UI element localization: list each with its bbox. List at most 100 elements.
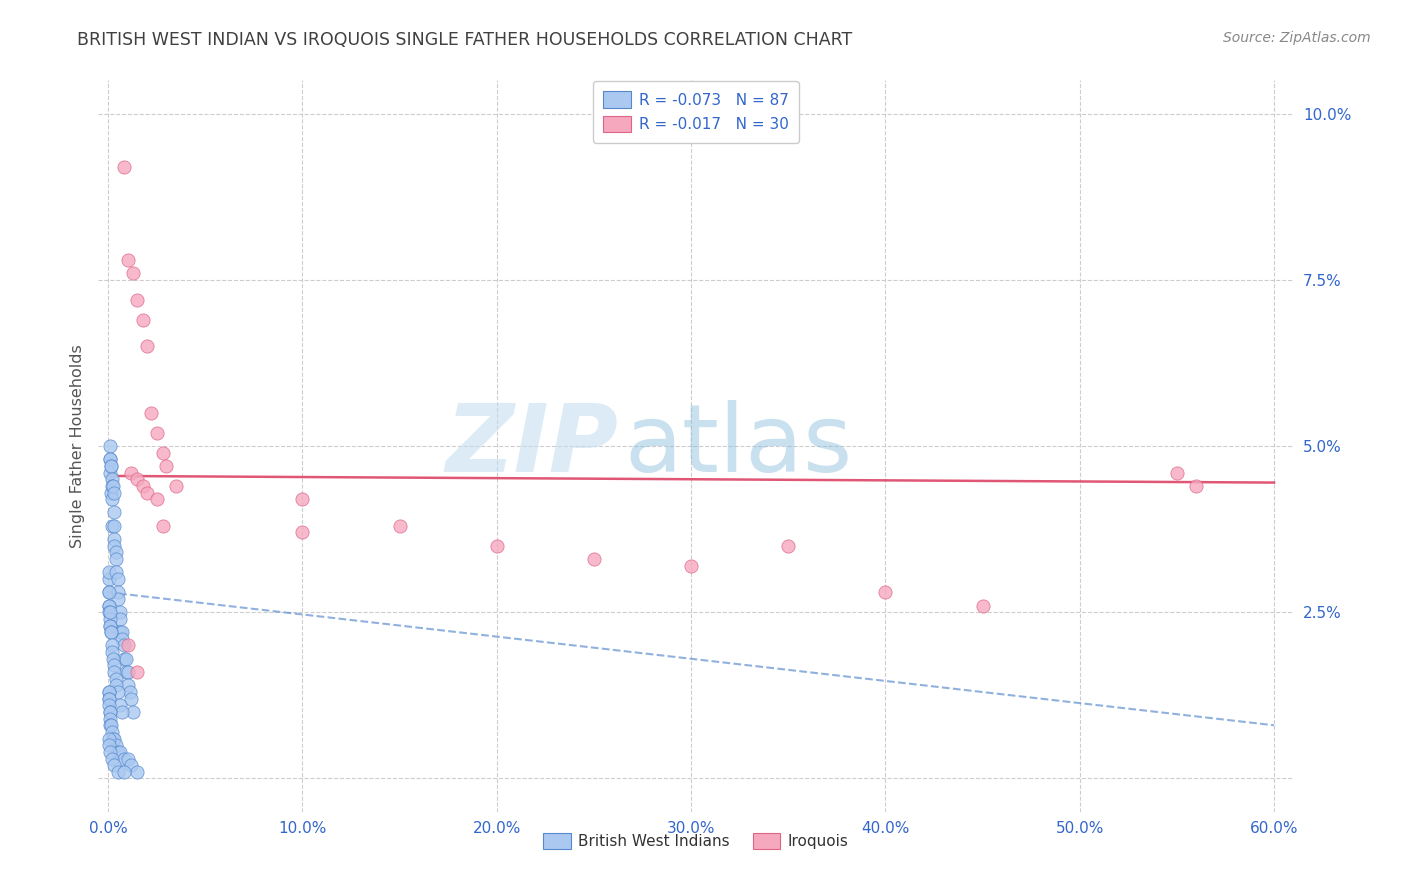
Point bbox=[101, 472, 124, 486]
Point bbox=[101, 479, 124, 493]
Point bbox=[98, 618, 121, 632]
Point bbox=[388, 518, 411, 533]
Point bbox=[114, 665, 136, 679]
Point bbox=[117, 252, 139, 267]
Point bbox=[127, 293, 149, 307]
Text: Source: ZipAtlas.com: Source: ZipAtlas.com bbox=[1223, 31, 1371, 45]
Point bbox=[1185, 479, 1208, 493]
Point bbox=[112, 652, 135, 666]
Point bbox=[108, 745, 131, 759]
Point bbox=[104, 678, 127, 692]
Point bbox=[98, 712, 121, 726]
Point bbox=[122, 266, 145, 280]
Point bbox=[145, 492, 167, 507]
Point bbox=[100, 718, 122, 732]
Point bbox=[582, 552, 605, 566]
Point bbox=[101, 479, 124, 493]
Point bbox=[101, 645, 124, 659]
Point bbox=[97, 685, 120, 699]
Point bbox=[111, 705, 134, 719]
Point bbox=[101, 751, 124, 765]
Point bbox=[136, 339, 159, 353]
Point bbox=[111, 625, 134, 640]
Point bbox=[107, 591, 129, 606]
Point bbox=[100, 625, 122, 640]
Point bbox=[107, 572, 129, 586]
Point bbox=[112, 764, 135, 779]
Point bbox=[104, 738, 127, 752]
Point bbox=[127, 764, 149, 779]
Point bbox=[107, 685, 129, 699]
Point bbox=[103, 658, 125, 673]
Point bbox=[108, 612, 131, 626]
Point bbox=[103, 485, 125, 500]
Point bbox=[127, 472, 149, 486]
Point bbox=[97, 731, 120, 746]
Point bbox=[103, 532, 125, 546]
Point bbox=[103, 518, 125, 533]
Point bbox=[103, 539, 125, 553]
Point bbox=[165, 479, 187, 493]
Point bbox=[117, 665, 139, 679]
Point bbox=[145, 425, 167, 440]
Point bbox=[101, 639, 124, 653]
Point bbox=[101, 731, 124, 746]
Point bbox=[132, 312, 155, 326]
Point bbox=[100, 718, 122, 732]
Legend: British West Indians, Iroquois: British West Indians, Iroquois bbox=[537, 826, 855, 855]
Point bbox=[107, 585, 129, 599]
Point bbox=[117, 751, 139, 765]
Point bbox=[101, 652, 124, 666]
Point bbox=[291, 492, 314, 507]
Point bbox=[98, 599, 121, 613]
Point bbox=[120, 691, 142, 706]
Point bbox=[100, 452, 122, 467]
Point bbox=[98, 691, 121, 706]
Point bbox=[97, 572, 120, 586]
Point bbox=[107, 745, 129, 759]
Point bbox=[117, 678, 139, 692]
Point bbox=[98, 698, 121, 713]
Point bbox=[117, 639, 139, 653]
Point bbox=[101, 492, 124, 507]
Point bbox=[875, 585, 897, 599]
Point bbox=[98, 745, 121, 759]
Y-axis label: Single Father Households: Single Father Households bbox=[69, 344, 84, 548]
Point bbox=[111, 632, 134, 646]
Point bbox=[98, 738, 121, 752]
Point bbox=[132, 479, 155, 493]
Point bbox=[98, 705, 121, 719]
Point bbox=[104, 552, 127, 566]
Point bbox=[104, 672, 127, 686]
Point bbox=[122, 705, 145, 719]
Point bbox=[97, 585, 120, 599]
Point bbox=[100, 625, 122, 640]
Point bbox=[101, 725, 124, 739]
Point bbox=[100, 458, 122, 473]
Point bbox=[103, 665, 125, 679]
Point bbox=[152, 518, 174, 533]
Point bbox=[98, 439, 121, 453]
Point bbox=[98, 705, 121, 719]
Point bbox=[972, 599, 994, 613]
Point bbox=[120, 758, 142, 772]
Point bbox=[98, 566, 121, 580]
Point bbox=[100, 458, 122, 473]
Point bbox=[139, 406, 162, 420]
Point bbox=[291, 525, 314, 540]
Point bbox=[112, 751, 135, 765]
Point bbox=[100, 485, 122, 500]
Point bbox=[103, 506, 125, 520]
Point bbox=[98, 585, 121, 599]
Point bbox=[98, 605, 121, 619]
Point bbox=[118, 685, 141, 699]
Point bbox=[98, 612, 121, 626]
Point bbox=[485, 539, 508, 553]
Point bbox=[108, 698, 131, 713]
Point bbox=[152, 445, 174, 459]
Point bbox=[104, 566, 127, 580]
Point bbox=[98, 599, 121, 613]
Point bbox=[101, 518, 124, 533]
Point bbox=[98, 691, 121, 706]
Point bbox=[103, 731, 125, 746]
